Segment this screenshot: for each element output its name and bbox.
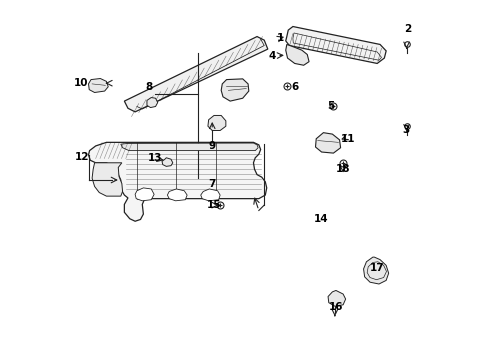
Text: 9: 9 bbox=[208, 141, 215, 151]
Text: 13: 13 bbox=[147, 153, 162, 163]
Text: 5: 5 bbox=[326, 102, 333, 112]
Polygon shape bbox=[162, 158, 172, 166]
Text: 8: 8 bbox=[145, 82, 153, 92]
Polygon shape bbox=[135, 188, 154, 201]
Text: 7: 7 bbox=[208, 179, 216, 189]
Polygon shape bbox=[88, 142, 266, 221]
Polygon shape bbox=[201, 189, 220, 201]
Text: 2: 2 bbox=[403, 24, 410, 35]
Polygon shape bbox=[221, 79, 248, 101]
Text: 17: 17 bbox=[369, 263, 384, 273]
Polygon shape bbox=[124, 37, 267, 112]
Text: 14: 14 bbox=[314, 215, 328, 224]
Polygon shape bbox=[147, 98, 158, 108]
Text: 4: 4 bbox=[268, 51, 275, 61]
Polygon shape bbox=[285, 44, 308, 65]
Text: 18: 18 bbox=[335, 164, 349, 174]
Polygon shape bbox=[121, 143, 258, 150]
Text: 15: 15 bbox=[206, 200, 221, 210]
Polygon shape bbox=[327, 291, 345, 306]
Polygon shape bbox=[285, 27, 386, 63]
Text: 16: 16 bbox=[328, 302, 343, 312]
Text: 11: 11 bbox=[341, 134, 355, 144]
Polygon shape bbox=[88, 78, 108, 93]
Polygon shape bbox=[363, 257, 388, 284]
Text: 3: 3 bbox=[402, 125, 408, 135]
Text: 12: 12 bbox=[75, 152, 89, 162]
Text: 1: 1 bbox=[276, 33, 284, 43]
Polygon shape bbox=[92, 163, 122, 196]
Text: 6: 6 bbox=[290, 82, 298, 92]
Text: 10: 10 bbox=[74, 78, 88, 88]
Polygon shape bbox=[315, 133, 340, 153]
Polygon shape bbox=[167, 189, 187, 201]
Polygon shape bbox=[207, 116, 225, 131]
